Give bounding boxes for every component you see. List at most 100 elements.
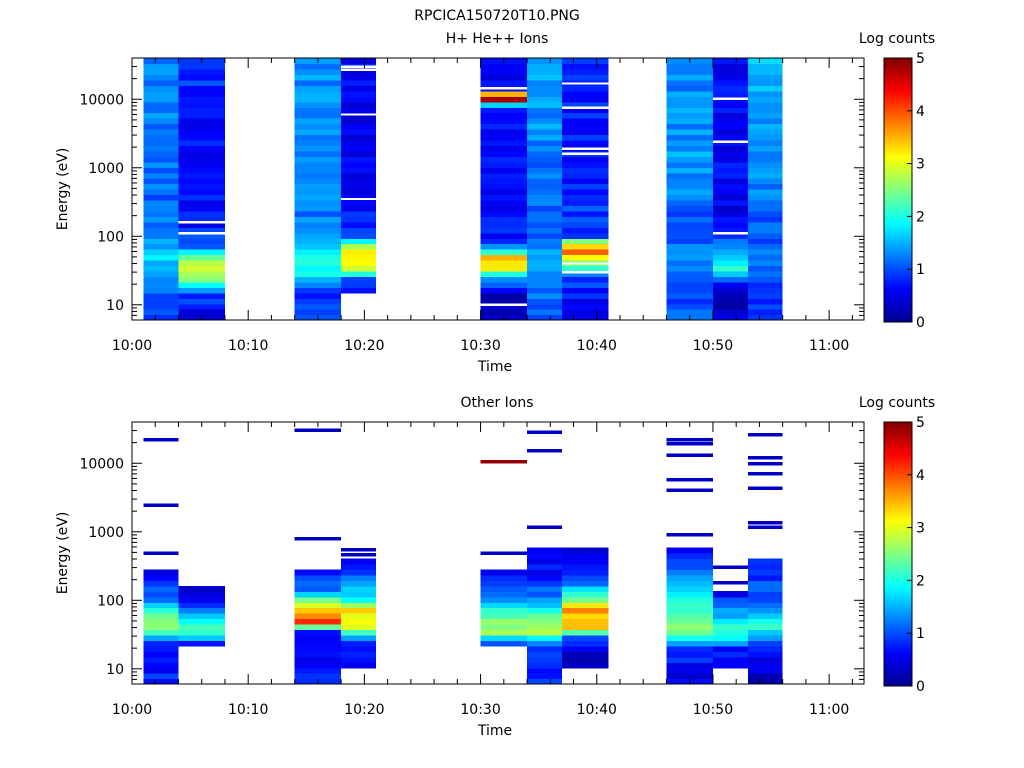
heatmap-cell — [561, 172, 609, 179]
heatmap-cell — [341, 90, 376, 97]
heatmap-cell — [527, 260, 562, 267]
heatmap-cell — [747, 629, 783, 636]
heatmap-cell — [143, 68, 179, 75]
heatmap-cell — [341, 189, 376, 196]
heatmap-cell — [666, 216, 713, 223]
x-tick-label: 11:00 — [809, 702, 849, 718]
heatmap-cell — [713, 129, 748, 136]
heatmap-cell — [178, 238, 225, 245]
heatmap-cell — [341, 613, 376, 620]
heatmap-cell — [341, 287, 376, 294]
heatmap-cell — [178, 216, 225, 223]
heatmap-cell — [178, 309, 225, 316]
heatmap-cell — [561, 178, 609, 185]
heatmap-cell — [143, 85, 179, 92]
heatmap-line — [747, 520, 783, 525]
heatmap-cell — [480, 101, 528, 108]
heatmap-cell — [713, 618, 748, 625]
heatmap-cell — [294, 150, 342, 157]
heatmap-cell — [178, 221, 225, 228]
heatmap-line — [527, 525, 562, 530]
heatmap-cell — [480, 618, 528, 625]
heatmap-cell — [713, 656, 748, 663]
heatmap-cell — [341, 167, 376, 174]
heatmap-cell — [178, 298, 225, 305]
heatmap-cell — [178, 303, 225, 310]
heatmap-cell — [713, 139, 748, 146]
heatmap-cell — [747, 580, 783, 587]
heatmap-cell — [527, 58, 562, 65]
heatmap-cell — [294, 232, 342, 239]
heatmap-cell — [561, 281, 609, 288]
heatmap-cell — [561, 107, 609, 114]
heatmap-cell — [294, 309, 342, 316]
heatmap-cell — [178, 629, 225, 636]
heatmap-cell — [747, 90, 783, 97]
heatmap-cell — [747, 194, 783, 201]
heatmap-cell — [713, 238, 748, 245]
heatmap-cell — [747, 596, 783, 603]
heatmap-cell — [666, 563, 713, 570]
heatmap-cell — [294, 580, 342, 587]
heatmap-cell — [561, 161, 609, 168]
heatmap-cell — [178, 199, 225, 206]
heatmap-cell — [747, 85, 783, 92]
heatmap-cell — [480, 629, 528, 636]
heatmap-cell — [561, 629, 609, 636]
heatmap-cell — [747, 96, 783, 103]
heatmap-cell — [294, 183, 342, 190]
heatmap-cell — [294, 656, 342, 663]
heatmap-cell — [143, 298, 179, 305]
heatmap-cell — [713, 651, 748, 658]
heatmap-cell — [294, 74, 342, 81]
heatmap-cell — [561, 74, 609, 81]
heatmap-cell — [178, 156, 225, 163]
heatmap-cell — [561, 243, 609, 250]
heatmap-cell — [178, 194, 225, 201]
heatmap-cell — [561, 238, 609, 245]
heatmap-cell — [561, 309, 609, 316]
heatmap-cell — [713, 107, 748, 114]
heatmap-cell — [480, 607, 528, 614]
heatmap-cell — [294, 613, 342, 620]
heatmap-cell — [178, 112, 225, 119]
heatmap-cell — [178, 167, 225, 174]
heatmap-cell — [178, 150, 225, 157]
heatmap-cell — [178, 227, 225, 234]
heatmap-cell — [527, 553, 562, 560]
heatmap-cell — [713, 629, 748, 636]
heatmap-cell — [747, 205, 783, 212]
heatmap-cell — [666, 309, 713, 316]
heatmap-line — [480, 551, 528, 556]
heatmap-cell — [178, 96, 225, 103]
heatmap-cell — [666, 156, 713, 163]
heatmap-cell — [527, 210, 562, 217]
heatmap-cell — [666, 249, 713, 256]
heatmap-gap — [561, 147, 609, 150]
x-tick-label: 10:20 — [344, 338, 384, 354]
heatmap-cell — [341, 265, 376, 272]
heatmap-cell — [713, 607, 748, 614]
heatmap-cell — [143, 314, 179, 321]
heatmap-cell — [294, 303, 342, 310]
heatmap-cell — [294, 118, 342, 125]
heatmap-cell — [666, 101, 713, 108]
heatmap-cell — [713, 123, 748, 130]
heatmap-cell — [480, 270, 528, 277]
heatmap-cell — [666, 270, 713, 277]
heatmap-cell — [480, 243, 528, 250]
heatmap-cell — [527, 107, 562, 114]
heatmap-cell — [341, 569, 376, 576]
heatmap-cell — [713, 227, 748, 234]
heatmap-gap — [480, 303, 528, 306]
heatmap-cell — [527, 183, 562, 190]
heatmap-cell — [713, 287, 748, 294]
x-tick-label: 10:20 — [344, 702, 384, 718]
heatmap-cell — [143, 640, 179, 647]
colorbar-tick-label: 5 — [916, 51, 925, 67]
heatmap-gap — [178, 232, 225, 235]
heatmap-cell — [341, 558, 376, 565]
heatmap-gap — [561, 152, 609, 155]
heatmap-cell — [294, 221, 342, 228]
heatmap-cell — [666, 629, 713, 636]
